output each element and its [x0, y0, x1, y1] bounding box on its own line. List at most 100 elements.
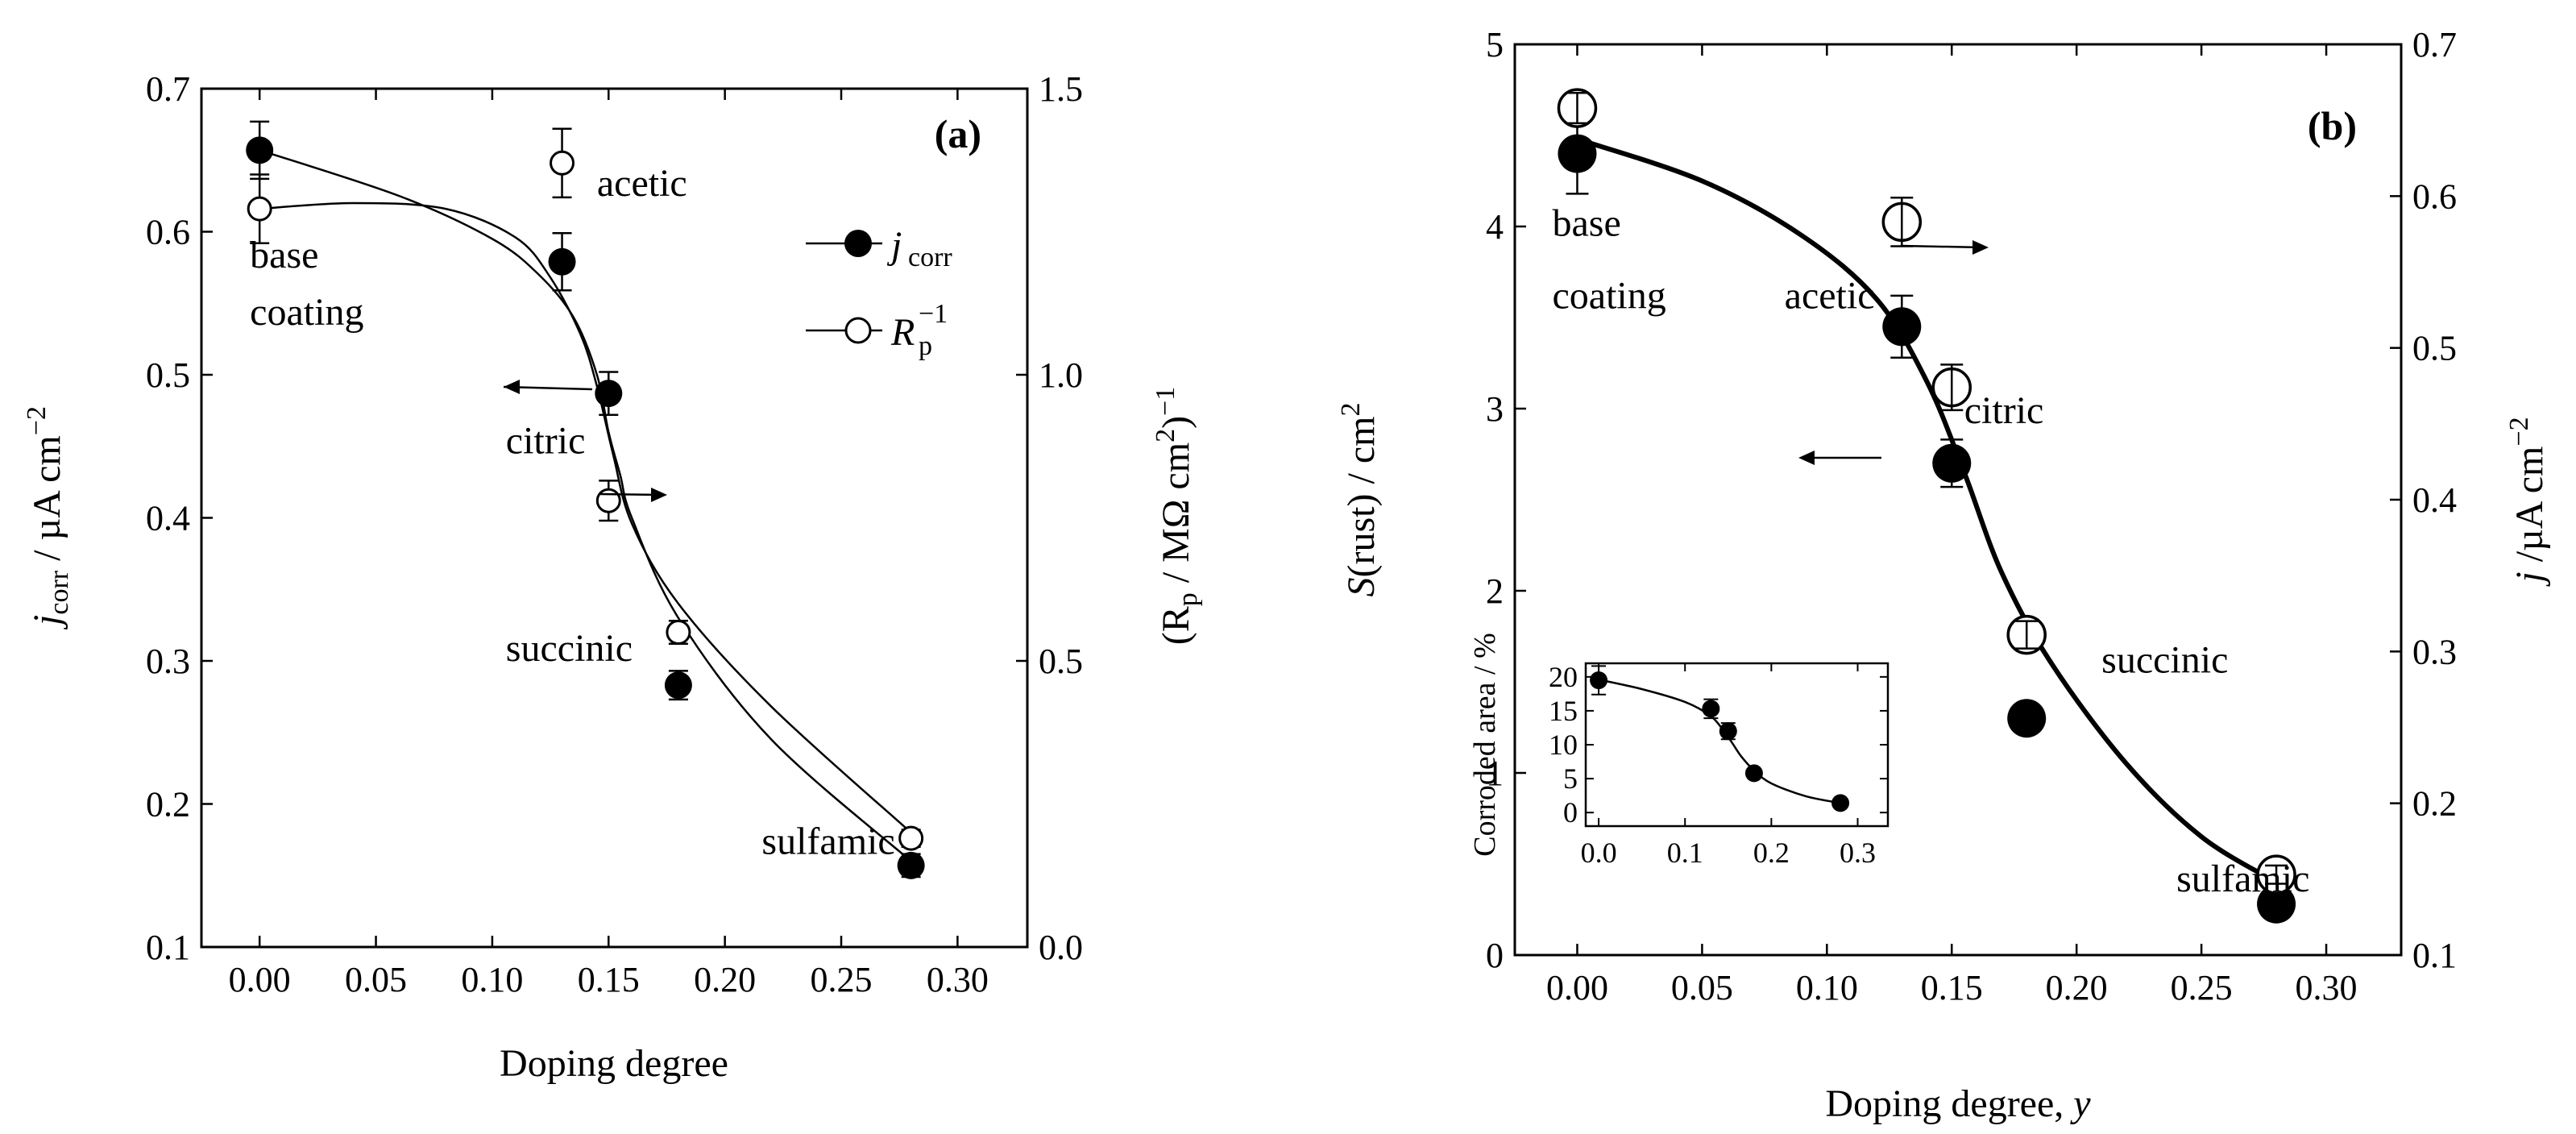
inset-y-tick-label: 5 — [1563, 762, 1578, 795]
annotation-coating: coating — [1552, 275, 1665, 318]
annotation-coating: coating — [250, 291, 363, 334]
data-point-jcorr — [664, 671, 692, 700]
panel-a-y-left-ticks: 0.1 0.2 0.3 0.4 0.5 0.6 0.7 — [146, 69, 213, 967]
inset-data-point — [1831, 794, 1850, 812]
inset-x-tick-label: 0.1 — [1667, 837, 1703, 869]
y-right-tick-label: 1.5 — [1039, 69, 1083, 109]
inset-data-points — [1590, 665, 1850, 812]
panel-b-x-ticks: 0.00 0.05 0.10 0.15 0.20 0.25 0.30 — [1546, 44, 2358, 1007]
x-tick-label: 0.10 — [1796, 968, 1858, 1007]
panel-b-y-right-label: j /µA cm−2 — [2504, 417, 2551, 587]
y-right-tick-label: 1.0 — [1039, 355, 1083, 395]
annotation-base: base — [1552, 201, 1620, 244]
fit-curve-srust — [1576, 136, 2278, 885]
y-tick-label: 2 — [1486, 571, 1504, 611]
y-right-tick-label: 0.5 — [1039, 642, 1083, 681]
legend-jcorr-sub: corr — [908, 243, 952, 272]
y-tick-label: 5 — [1486, 25, 1504, 64]
legend-rp-marker — [844, 317, 872, 344]
inset-data-point — [1702, 700, 1720, 718]
panel-b-tag: (b) — [2308, 103, 2357, 148]
data-point-srust — [2007, 699, 2047, 738]
y-tick-label: 3 — [1486, 389, 1504, 429]
panel-a-data-points — [246, 120, 925, 879]
inset-y-tick-label: 0 — [1563, 796, 1578, 829]
x-tick-label: 0.20 — [2046, 968, 2108, 1007]
inset-y-label: Corroded area / % — [1468, 633, 1502, 857]
y-right-tick-label: 0.6 — [2412, 177, 2457, 216]
panel-b-arrowhead-right — [1972, 240, 1989, 255]
y-right-tick-label: 0.7 — [2412, 25, 2457, 64]
y-tick-label: 0.3 — [146, 642, 190, 681]
x-tick-label: 0.05 — [1671, 968, 1733, 1007]
panel-a-x-ticks: 0.00 0.05 0.10 0.15 0.20 0.25 0.30 — [229, 89, 989, 999]
x-tick-label: 0.10 — [461, 960, 523, 999]
panel-a-arrow-right — [599, 492, 662, 496]
panel-b-fit-curves — [1576, 136, 2278, 885]
inset-x-tick-label: 0.3 — [1840, 837, 1876, 869]
inset-y-tick-label: 10 — [1549, 729, 1578, 761]
panel-b-x-label: Doping degree, y — [1825, 1082, 2091, 1125]
annotation-sulfamic: sulfamic — [2176, 858, 2309, 900]
y-tick-label: 1 — [1486, 754, 1504, 793]
annotation-citric: citric — [1964, 389, 2044, 432]
inset-data-point — [1719, 722, 1737, 741]
inset-fit-curve-line — [1598, 678, 1841, 804]
panel-a-chart: 0.00 0.05 0.10 0.15 0.20 0.25 0.30 0.10.20.30.… — [22, 69, 1203, 1085]
data-point-srust — [1882, 307, 1922, 347]
x-tick-label: 0.25 — [2171, 968, 2233, 1007]
legend-rp-sup: −1 — [919, 299, 948, 329]
panel-a-y-right-label: (Rp / MΩ cm2)−1 — [1151, 387, 1203, 646]
panel-b-arrow-right — [1901, 244, 1983, 249]
data-point-Rp-1 — [595, 488, 621, 513]
x-tick-label: 0.25 — [811, 960, 873, 999]
data-point-Rp-1 — [550, 150, 575, 176]
y-tick-label: 0.5 — [146, 355, 190, 395]
x-tick-label: 0.00 — [229, 960, 291, 999]
panel-b-data-points — [1557, 88, 2296, 924]
panel-b-y-left-ticks: 0 1 2 3 4 5 — [1486, 25, 1526, 975]
panel-a-y-left-label: jcorr / µA cm−2 — [22, 406, 74, 630]
y-right-tick-label: 0.4 — [2412, 480, 2457, 520]
panel-b-arrowhead-left — [1798, 451, 1815, 465]
x-tick-label: 0.15 — [578, 960, 640, 999]
panel-a-annotations: base coating acetic citric succinic sulfamic — [250, 162, 894, 863]
x-tick-label: 0.20 — [694, 960, 756, 999]
annotation-acetic: acetic — [1785, 275, 1875, 318]
data-point-jcorr — [595, 380, 623, 408]
inset-x-tick-label: 0.0 — [1581, 837, 1617, 869]
inset-x-tick-label: 0.2 — [1753, 837, 1790, 869]
panel-b-y-left-label: S(rust) / cm2 — [1336, 403, 1383, 597]
panel-a-arrowhead-left — [504, 380, 520, 394]
panel-a-arrowhead-right — [651, 488, 667, 502]
x-tick-label: 0.30 — [927, 960, 989, 999]
y-tick-label: 0.7 — [146, 69, 190, 109]
y-tick-label: 0.4 — [146, 499, 190, 538]
y-right-tick-label: 0.0 — [1039, 928, 1083, 967]
panel-a-legend: j corr R p −1 — [806, 224, 952, 361]
panel-b-annotations: base coating acetic citric succinic sulfamic — [1552, 201, 2309, 900]
x-tick-label: 0.30 — [2296, 968, 2358, 1007]
y-right-tick-label: 0.3 — [2412, 632, 2457, 671]
annotation-sulfamic: sulfamic — [761, 820, 894, 863]
legend-jcorr-label: j — [886, 224, 902, 267]
data-point-jcorr — [897, 851, 925, 879]
data-point-Rp-1 — [666, 620, 691, 645]
data-point-Rp-1 — [898, 825, 924, 851]
x-tick-label: 0.05 — [345, 960, 407, 999]
y-tick-label: 0.2 — [146, 785, 190, 825]
x-tick-label: 0.00 — [1546, 968, 1608, 1007]
inset-y-tick-label: 15 — [1549, 695, 1578, 727]
y-tick-label: 0 — [1486, 936, 1504, 975]
panel-b-plot-frame — [1513, 43, 2403, 957]
panel-a-tag: (a) — [935, 111, 981, 156]
legend-rp-sub: p — [919, 331, 932, 361]
annotation-succinic: succinic — [506, 627, 633, 670]
y-right-tick-label: 0.5 — [2412, 329, 2457, 368]
inset-data-point — [1744, 764, 1763, 783]
data-point-Rp-1 — [247, 196, 272, 222]
inset-y-tick-label: 20 — [1549, 661, 1578, 693]
